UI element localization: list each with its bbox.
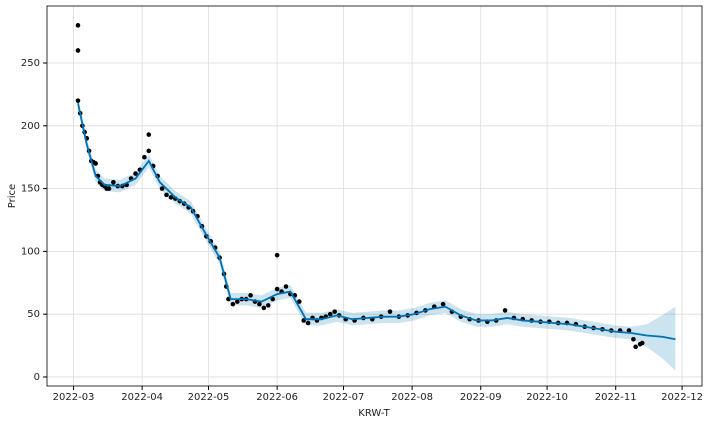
data-point [235, 299, 240, 304]
y-tick-label: 50 [27, 309, 40, 320]
data-point [75, 23, 81, 28]
data-point [106, 186, 112, 191]
y-tick-label: 150 [21, 184, 40, 195]
data-point [164, 192, 169, 198]
uncertainty-band [77, 96, 676, 371]
x-tick-label: 2022-12 [661, 392, 703, 403]
data-point [257, 301, 262, 307]
data-point [265, 303, 271, 308]
x-tick-label: 2022-07 [323, 392, 365, 403]
y-axis-label: Price [7, 184, 18, 208]
x-tick-label: 2022-06 [256, 392, 298, 403]
data-point [633, 344, 638, 350]
data-point [301, 318, 306, 323]
data-point [75, 98, 81, 103]
data-point [639, 340, 645, 346]
data-point [142, 154, 147, 160]
forecast-line [77, 103, 676, 341]
data-point [332, 309, 337, 314]
data-point [327, 311, 333, 317]
plot-frame [46, 5, 703, 387]
data-point [168, 195, 174, 200]
data-point [387, 309, 393, 314]
x-tick-label: 2022-08 [391, 392, 433, 403]
data-point [133, 171, 138, 176]
data-point [440, 301, 446, 307]
x-tick-label: 2022-11 [595, 392, 637, 403]
x-tick-label: 2022-05 [188, 392, 230, 403]
data-point [146, 132, 152, 137]
data-point [248, 293, 253, 298]
data-point [305, 320, 311, 326]
y-tick-label: 200 [21, 121, 40, 132]
data-point [270, 296, 276, 302]
x-tick-label: 2022-04 [121, 392, 163, 403]
data-point [111, 180, 116, 185]
data-point [631, 336, 636, 342]
data-point [274, 252, 280, 258]
data-point [159, 186, 165, 191]
data-point [261, 305, 267, 311]
x-tick-label: 2022-09 [460, 392, 502, 403]
data-point [75, 48, 81, 53]
y-tick-label: 0 [34, 372, 40, 383]
y-tick-label: 250 [21, 58, 40, 69]
data-point [502, 308, 508, 313]
data-point [283, 284, 289, 289]
data-point [146, 148, 152, 154]
x-tick-label: 2022-10 [526, 392, 568, 403]
y-tick-label: 100 [21, 246, 40, 257]
x-axis-label: KRW-T [358, 408, 390, 419]
x-tick-label: 2022-03 [53, 392, 95, 403]
data-point [296, 299, 302, 304]
data-point [626, 328, 632, 333]
data-point [93, 161, 98, 166]
data-point [230, 301, 236, 307]
data-point [274, 286, 280, 292]
